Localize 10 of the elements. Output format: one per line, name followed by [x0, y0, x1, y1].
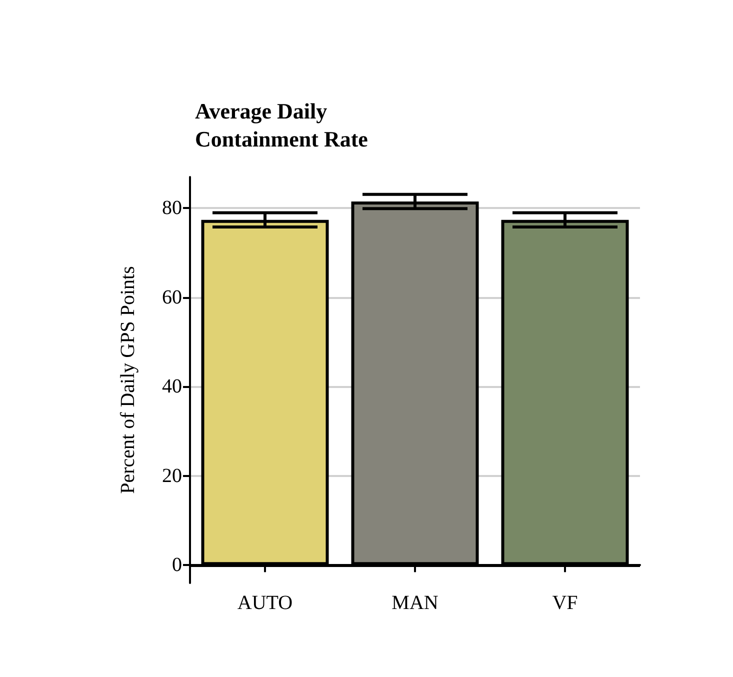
y-tick-label: 80 — [162, 197, 182, 220]
y-tick-label: 40 — [162, 376, 182, 398]
y-axis-title: Percent of Daily GPS Points — [117, 266, 139, 494]
y-tick-label: 60 — [162, 286, 182, 308]
x-tick-label: MAN — [392, 592, 438, 614]
y-tick-label: 0 — [172, 554, 182, 576]
y-tick-label: 20 — [162, 464, 182, 487]
chart-title: Average Daily Containment Rate — [195, 98, 368, 152]
x-tick-label: VF — [552, 592, 578, 614]
x-tick-label: AUTO — [237, 592, 293, 614]
